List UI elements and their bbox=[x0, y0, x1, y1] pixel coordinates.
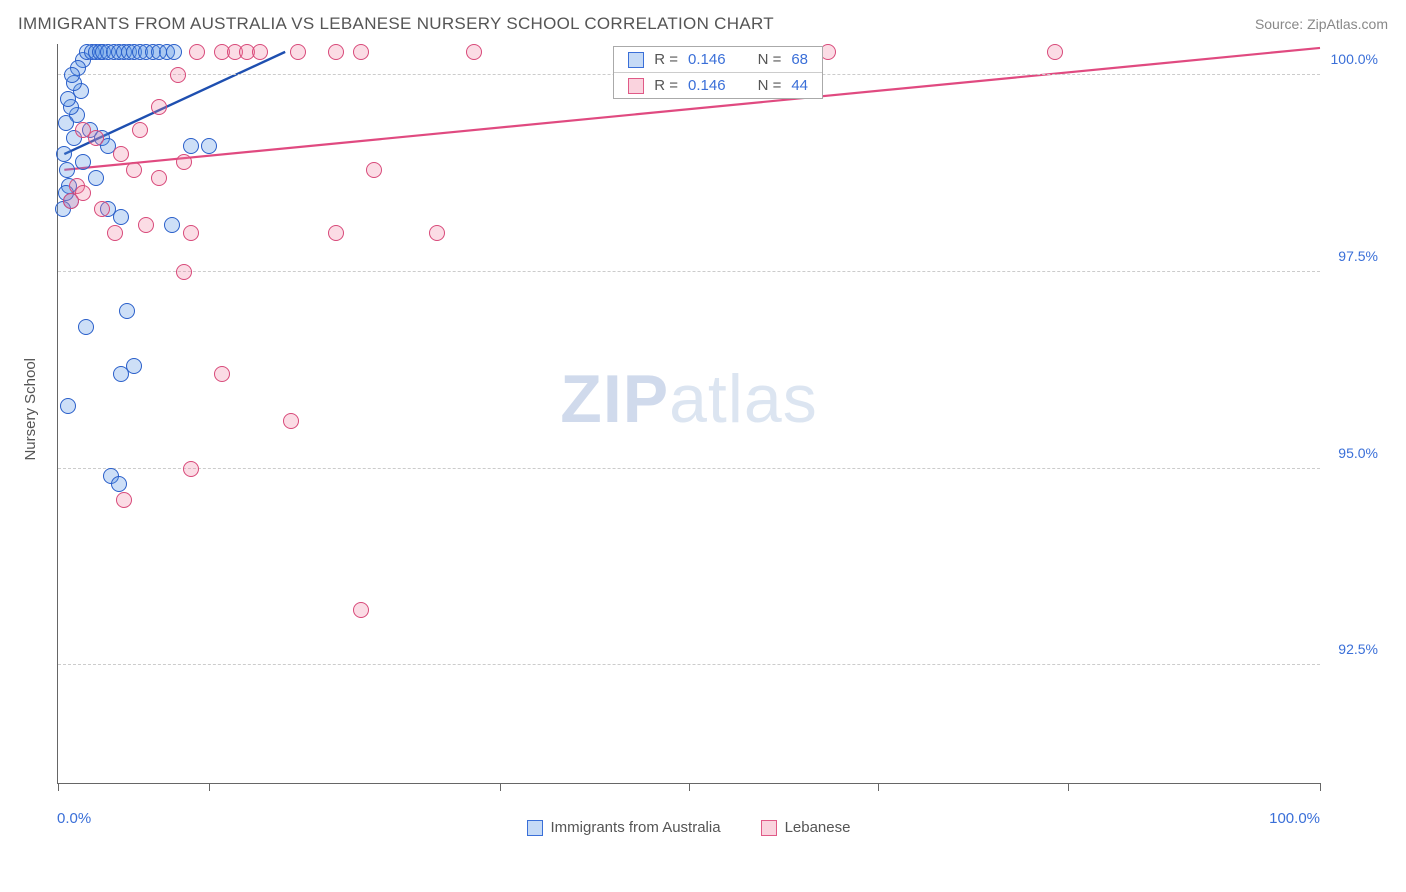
scatter-point-pink bbox=[189, 44, 205, 60]
y-tick-label: 92.5% bbox=[1338, 641, 1378, 657]
scatter-point-pink bbox=[75, 185, 91, 201]
x-tick bbox=[878, 783, 879, 791]
scatter-point-blue bbox=[56, 146, 72, 162]
scatter-point-pink bbox=[429, 225, 445, 241]
bottom-legend: Immigrants from Australia Lebanese bbox=[57, 819, 1320, 836]
scatter-point-pink bbox=[170, 67, 186, 83]
scatter-point-pink bbox=[290, 44, 306, 60]
scatter-point-blue bbox=[60, 398, 76, 414]
scatter-point-blue bbox=[75, 154, 91, 170]
watermark-rest: atlas bbox=[669, 361, 818, 437]
scatter-point-pink bbox=[88, 130, 104, 146]
source-attribution: Source: ZipAtlas.com bbox=[1255, 16, 1388, 32]
scatter-point-pink bbox=[151, 170, 167, 186]
r-value-blue: 0.146 bbox=[688, 51, 726, 68]
y-tick-label: 100.0% bbox=[1331, 51, 1378, 67]
n-label: N = bbox=[758, 51, 782, 68]
x-tick bbox=[689, 783, 690, 791]
stats-row-pink: R = 0.146 N = 44 bbox=[614, 73, 822, 98]
legend-item-pink: Lebanese bbox=[761, 819, 851, 836]
scatter-point-blue bbox=[183, 138, 199, 154]
legend-item-blue: Immigrants from Australia bbox=[527, 819, 721, 836]
correlation-stats-box: R = 0.146 N = 68 R = 0.146 N = 44 bbox=[613, 46, 823, 99]
scatter-point-pink bbox=[132, 122, 148, 138]
scatter-point-pink bbox=[353, 602, 369, 618]
scatter-point-blue bbox=[166, 44, 182, 60]
swatch-blue-icon bbox=[527, 820, 543, 836]
chart-body: Nursery School ZIPatlas R = 0.146 N = 68 bbox=[18, 44, 1388, 834]
y-tick-label: 97.5% bbox=[1338, 248, 1378, 264]
scatter-point-pink bbox=[126, 162, 142, 178]
r-label: R = bbox=[654, 51, 678, 68]
gridline-h bbox=[58, 271, 1320, 272]
gridline-h bbox=[58, 468, 1320, 469]
scatter-point-pink bbox=[107, 225, 123, 241]
source-value: ZipAtlas.com bbox=[1307, 16, 1388, 32]
watermark-bold: ZIP bbox=[560, 361, 669, 437]
chart-container: IMMIGRANTS FROM AUSTRALIA VS LEBANESE NU… bbox=[0, 0, 1406, 892]
scatter-point-blue bbox=[78, 319, 94, 335]
scatter-point-pink bbox=[214, 366, 230, 382]
scatter-point-pink bbox=[176, 264, 192, 280]
scatter-point-pink bbox=[466, 44, 482, 60]
scatter-point-pink bbox=[151, 99, 167, 115]
scatter-point-pink bbox=[252, 44, 268, 60]
scatter-point-pink bbox=[366, 162, 382, 178]
watermark: ZIPatlas bbox=[560, 360, 817, 438]
swatch-pink-icon bbox=[761, 820, 777, 836]
scatter-point-pink bbox=[1047, 44, 1063, 60]
scatter-point-blue bbox=[113, 209, 129, 225]
scatter-point-pink bbox=[183, 225, 199, 241]
scatter-point-pink bbox=[113, 146, 129, 162]
scatter-point-blue bbox=[59, 162, 75, 178]
scatter-point-pink bbox=[328, 225, 344, 241]
x-tick bbox=[500, 783, 501, 791]
scatter-point-pink bbox=[138, 217, 154, 233]
x-tick bbox=[58, 783, 59, 791]
scatter-point-blue bbox=[119, 303, 135, 319]
scatter-point-blue bbox=[126, 358, 142, 374]
x-tick bbox=[1320, 783, 1321, 791]
n-value-pink: 44 bbox=[791, 77, 808, 94]
n-label: N = bbox=[758, 77, 782, 94]
scatter-point-pink bbox=[283, 413, 299, 429]
trend-lines bbox=[58, 44, 1320, 783]
chart-title: IMMIGRANTS FROM AUSTRALIA VS LEBANESE NU… bbox=[18, 14, 774, 34]
source-label: Source: bbox=[1255, 16, 1303, 32]
scatter-point-blue bbox=[60, 91, 76, 107]
scatter-point-blue bbox=[164, 217, 180, 233]
scatter-point-pink bbox=[353, 44, 369, 60]
title-row: IMMIGRANTS FROM AUSTRALIA VS LEBANESE NU… bbox=[18, 14, 1388, 34]
r-value-pink: 0.146 bbox=[688, 77, 726, 94]
scatter-point-pink bbox=[183, 461, 199, 477]
scatter-point-blue bbox=[58, 115, 74, 131]
y-tick-label: 95.0% bbox=[1338, 445, 1378, 461]
plot-area: ZIPatlas R = 0.146 N = 68 R = 0.146 bbox=[57, 44, 1320, 784]
swatch-pink-icon bbox=[628, 78, 644, 94]
x-tick bbox=[209, 783, 210, 791]
y-axis-label: Nursery School bbox=[18, 358, 43, 461]
scatter-point-pink bbox=[328, 44, 344, 60]
scatter-point-pink bbox=[94, 201, 110, 217]
n-value-blue: 68 bbox=[791, 51, 808, 68]
stats-row-blue: R = 0.146 N = 68 bbox=[614, 47, 822, 73]
x-tick bbox=[1068, 783, 1069, 791]
plot-column: ZIPatlas R = 0.146 N = 68 R = 0.146 bbox=[43, 44, 1388, 834]
scatter-point-blue bbox=[201, 138, 217, 154]
legend-label-blue: Immigrants from Australia bbox=[551, 819, 721, 836]
legend-label-pink: Lebanese bbox=[785, 819, 851, 836]
gridline-h bbox=[58, 664, 1320, 665]
r-label: R = bbox=[654, 77, 678, 94]
scatter-point-blue bbox=[88, 170, 104, 186]
swatch-blue-icon bbox=[628, 52, 644, 68]
scatter-point-pink bbox=[176, 154, 192, 170]
scatter-point-pink bbox=[116, 492, 132, 508]
scatter-point-blue bbox=[64, 67, 80, 83]
scatter-point-blue bbox=[111, 476, 127, 492]
